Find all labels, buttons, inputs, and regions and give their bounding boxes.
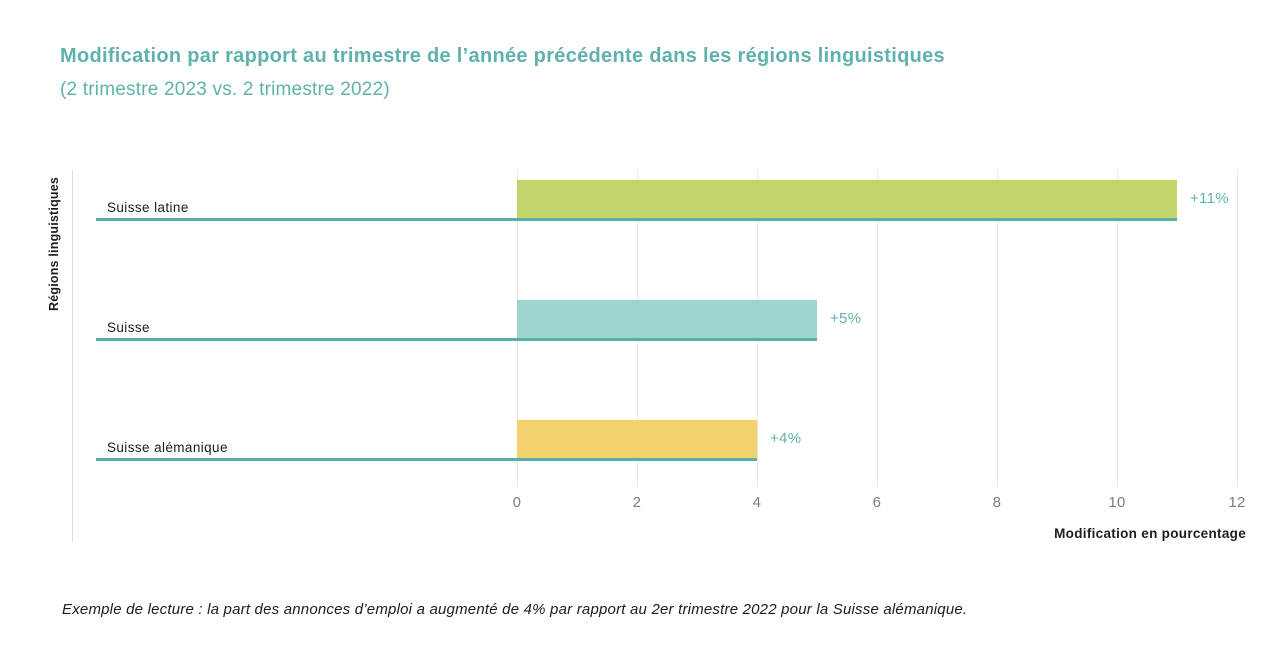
bar-value-label: +4% [770,430,802,447]
x-tick-label: 4 [752,494,762,511]
y-axis-title: Régions linguistiques [47,176,61,311]
chart-subtitle: (2 trimestre 2023 vs. 2 trimestre 2022) [60,79,390,100]
reading-example-note: Exemple de lecture : la part des annonce… [62,601,968,618]
gridline [1237,170,1238,487]
category-underline [96,218,1177,221]
category-label: Suisse latine [107,200,189,215]
category-underline [96,458,757,461]
gridline [997,170,998,487]
bar [517,300,817,338]
x-tick-label: 10 [1108,494,1126,511]
gridline [1117,170,1118,487]
x-tick-label: 0 [512,494,522,511]
chart-title: Modification par rapport au trimestre de… [60,45,945,67]
category-label: Suisse [107,320,150,335]
y-axis-line [72,170,73,542]
x-tick-label: 2 [632,494,642,511]
x-tick-label: 8 [992,494,1002,511]
x-tick-label: 12 [1228,494,1246,511]
bar-value-label: +11% [1190,190,1229,207]
category-underline [96,338,817,341]
bar [517,420,757,458]
x-tick-label: 6 [872,494,882,511]
x-axis-title: Modification en pourcentage [1054,526,1246,541]
bar [517,180,1177,218]
bar-value-label: +5% [830,310,862,327]
gridline [877,170,878,487]
category-label: Suisse alémanique [107,440,228,455]
